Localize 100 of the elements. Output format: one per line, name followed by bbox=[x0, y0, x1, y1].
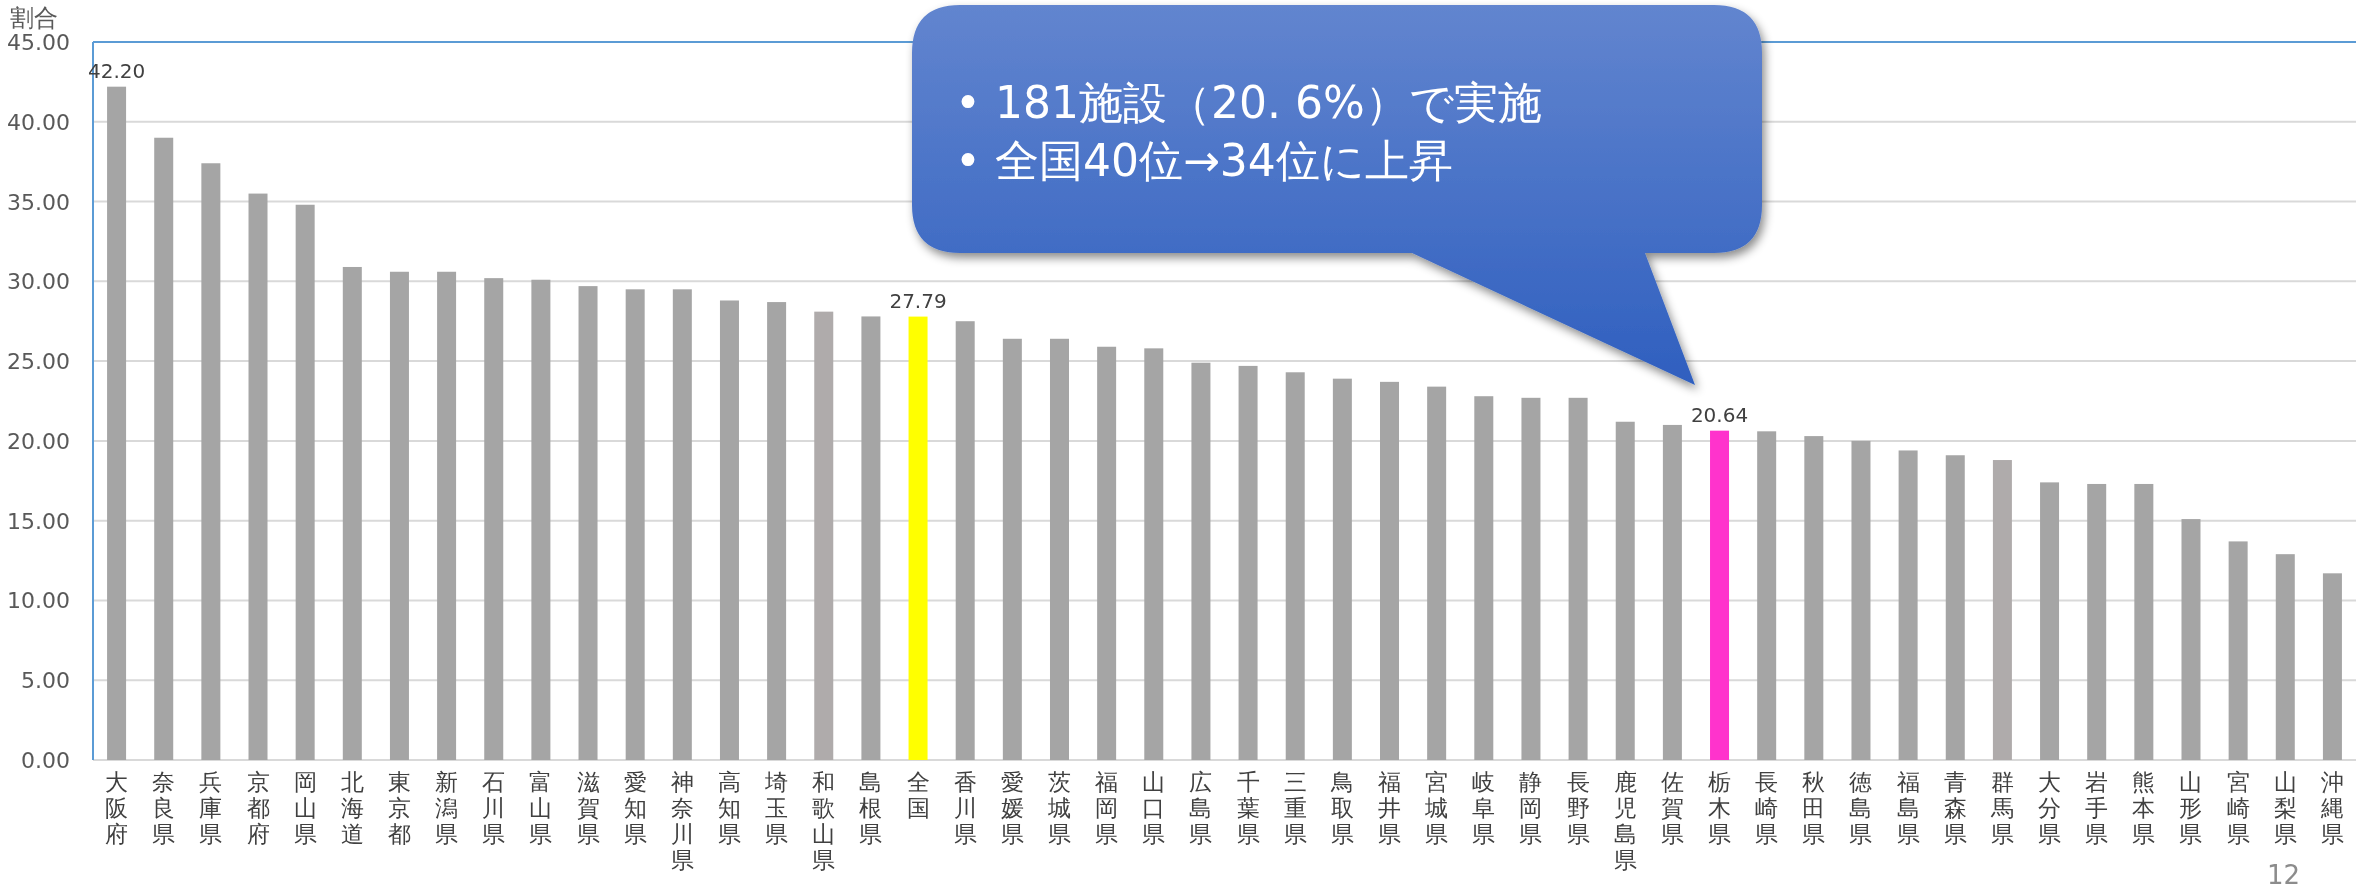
bar bbox=[578, 286, 598, 760]
x-tick-label: 広島県 bbox=[1189, 769, 1213, 847]
x-tick-label: 和歌山県 bbox=[812, 769, 836, 873]
y-axis-title: 割合 bbox=[10, 4, 58, 32]
bar bbox=[2181, 519, 2201, 760]
bar bbox=[1757, 431, 1777, 760]
bar bbox=[1898, 450, 1918, 760]
x-tick-label: 山形県 bbox=[2179, 769, 2203, 847]
bar bbox=[531, 279, 551, 760]
data-label: 27.79 bbox=[889, 288, 947, 313]
x-tick-label: 岩手県 bbox=[2085, 769, 2109, 847]
y-tick-label: 25.00 bbox=[7, 349, 70, 375]
bar bbox=[2228, 541, 2248, 760]
bar bbox=[1945, 455, 1965, 760]
x-tick-label: 佐賀県 bbox=[1660, 769, 1684, 847]
x-tick-label: 愛媛県 bbox=[1000, 769, 1024, 847]
x-tick-label: 全国 bbox=[906, 769, 930, 821]
bar bbox=[1238, 365, 1258, 760]
x-tick-label: 山口県 bbox=[1142, 769, 1166, 847]
x-tick-label: 長野県 bbox=[1566, 769, 1590, 847]
x-tick-label: 岐阜県 bbox=[1472, 769, 1496, 847]
bar bbox=[2134, 483, 2154, 760]
bar bbox=[861, 316, 881, 760]
x-tick-label: 滋賀県 bbox=[576, 769, 600, 847]
x-tick-label: 徳島県 bbox=[1849, 769, 1873, 847]
bar bbox=[1804, 436, 1824, 760]
bar bbox=[437, 271, 457, 760]
bar bbox=[672, 289, 692, 760]
bar bbox=[1144, 348, 1164, 760]
x-tick-label: 京都府 bbox=[246, 769, 270, 847]
x-tick-label: 大阪府 bbox=[105, 769, 129, 847]
bar bbox=[1049, 338, 1069, 760]
bar bbox=[1191, 362, 1211, 760]
bar bbox=[1615, 421, 1635, 760]
bar bbox=[814, 311, 834, 760]
x-tick-label: 茨城県 bbox=[1046, 769, 1071, 847]
bar bbox=[1992, 460, 2012, 760]
x-tick-label: 山梨県 bbox=[2273, 769, 2297, 847]
bar bbox=[1380, 381, 1400, 760]
y-tick-label: 40.00 bbox=[7, 109, 70, 135]
x-tick-label: 千葉県 bbox=[1236, 769, 1260, 847]
y-tick-label: 20.00 bbox=[7, 428, 70, 454]
bar bbox=[2322, 573, 2342, 760]
y-tick-label: 30.00 bbox=[7, 269, 70, 295]
bar bbox=[1332, 378, 1352, 760]
x-tick-label: 熊本県 bbox=[2132, 769, 2156, 847]
bar bbox=[719, 300, 739, 760]
x-tick-label: 青森県 bbox=[1943, 769, 1967, 847]
x-tick-label: 鳥取県 bbox=[1329, 769, 1354, 847]
x-tick-label: 大分県 bbox=[2038, 769, 2062, 847]
x-tick-label: 奈良県 bbox=[152, 769, 176, 847]
bar bbox=[955, 321, 975, 760]
bar bbox=[2087, 483, 2107, 760]
bar bbox=[1568, 397, 1588, 760]
x-tick-label: 福岡県 bbox=[1095, 769, 1119, 847]
x-tick-label: 東京都 bbox=[387, 769, 411, 847]
bar bbox=[767, 302, 787, 760]
x-tick-label: 神奈川県 bbox=[670, 769, 694, 873]
x-tick-label: 長崎県 bbox=[1755, 769, 1779, 847]
bar bbox=[342, 266, 362, 760]
text: 12 bbox=[2266, 860, 2300, 890]
x-tick-label: 富山県 bbox=[529, 769, 553, 847]
x-tick-label: 宮崎県 bbox=[2226, 769, 2250, 847]
data-label: 20.64 bbox=[1690, 402, 1749, 427]
x-tick-label: 沖縄県 bbox=[2319, 769, 2344, 847]
x-tick-label: 三重県 bbox=[1283, 769, 1307, 847]
bar bbox=[1002, 338, 1022, 760]
x-tick-label: 福島県 bbox=[1896, 769, 1920, 847]
y-tick-label: 5.00 bbox=[21, 668, 70, 694]
x-tick-label: 宮城県 bbox=[1424, 769, 1449, 847]
bar bbox=[107, 86, 127, 760]
x-tick-label: 埼玉県 bbox=[764, 769, 789, 847]
x-tick-label: 島根県 bbox=[859, 769, 883, 847]
x-tick-label: 栃木県 bbox=[1708, 769, 1732, 847]
bar bbox=[1851, 440, 1871, 760]
bar bbox=[908, 316, 928, 760]
bar bbox=[248, 193, 268, 760]
bar bbox=[1097, 346, 1117, 760]
x-tick-label: 福井県 bbox=[1378, 769, 1402, 847]
x-tick-label: 兵庫県 bbox=[199, 769, 223, 847]
y-tick-label: 35.00 bbox=[7, 189, 70, 215]
x-tick-label: 香川県 bbox=[953, 769, 977, 847]
bar bbox=[1285, 372, 1305, 760]
bar bbox=[1474, 396, 1494, 760]
y-tick-label: 10.00 bbox=[7, 588, 70, 614]
bar bbox=[484, 278, 504, 760]
bar bbox=[625, 289, 645, 760]
bar bbox=[1427, 386, 1447, 760]
x-tick-label: 群馬県 bbox=[1989, 769, 2014, 847]
annotation: • 181施設（20. 6%）で実施 • 全国40位→34位に上昇 bbox=[955, 77, 1542, 186]
bar bbox=[2040, 482, 2060, 760]
x-tick-label: 石川県 bbox=[482, 769, 506, 847]
bar bbox=[2275, 554, 2295, 760]
x-tick-label: 高知県 bbox=[717, 769, 741, 847]
x-tick-label: 鹿児島県 bbox=[1613, 769, 1637, 873]
bar bbox=[1662, 424, 1682, 760]
x-tick-label: 新潟県 bbox=[435, 769, 459, 847]
bar bbox=[154, 137, 174, 760]
x-tick-label: 静岡県 bbox=[1519, 769, 1543, 847]
x-tick-label: 北海道 bbox=[340, 769, 364, 847]
